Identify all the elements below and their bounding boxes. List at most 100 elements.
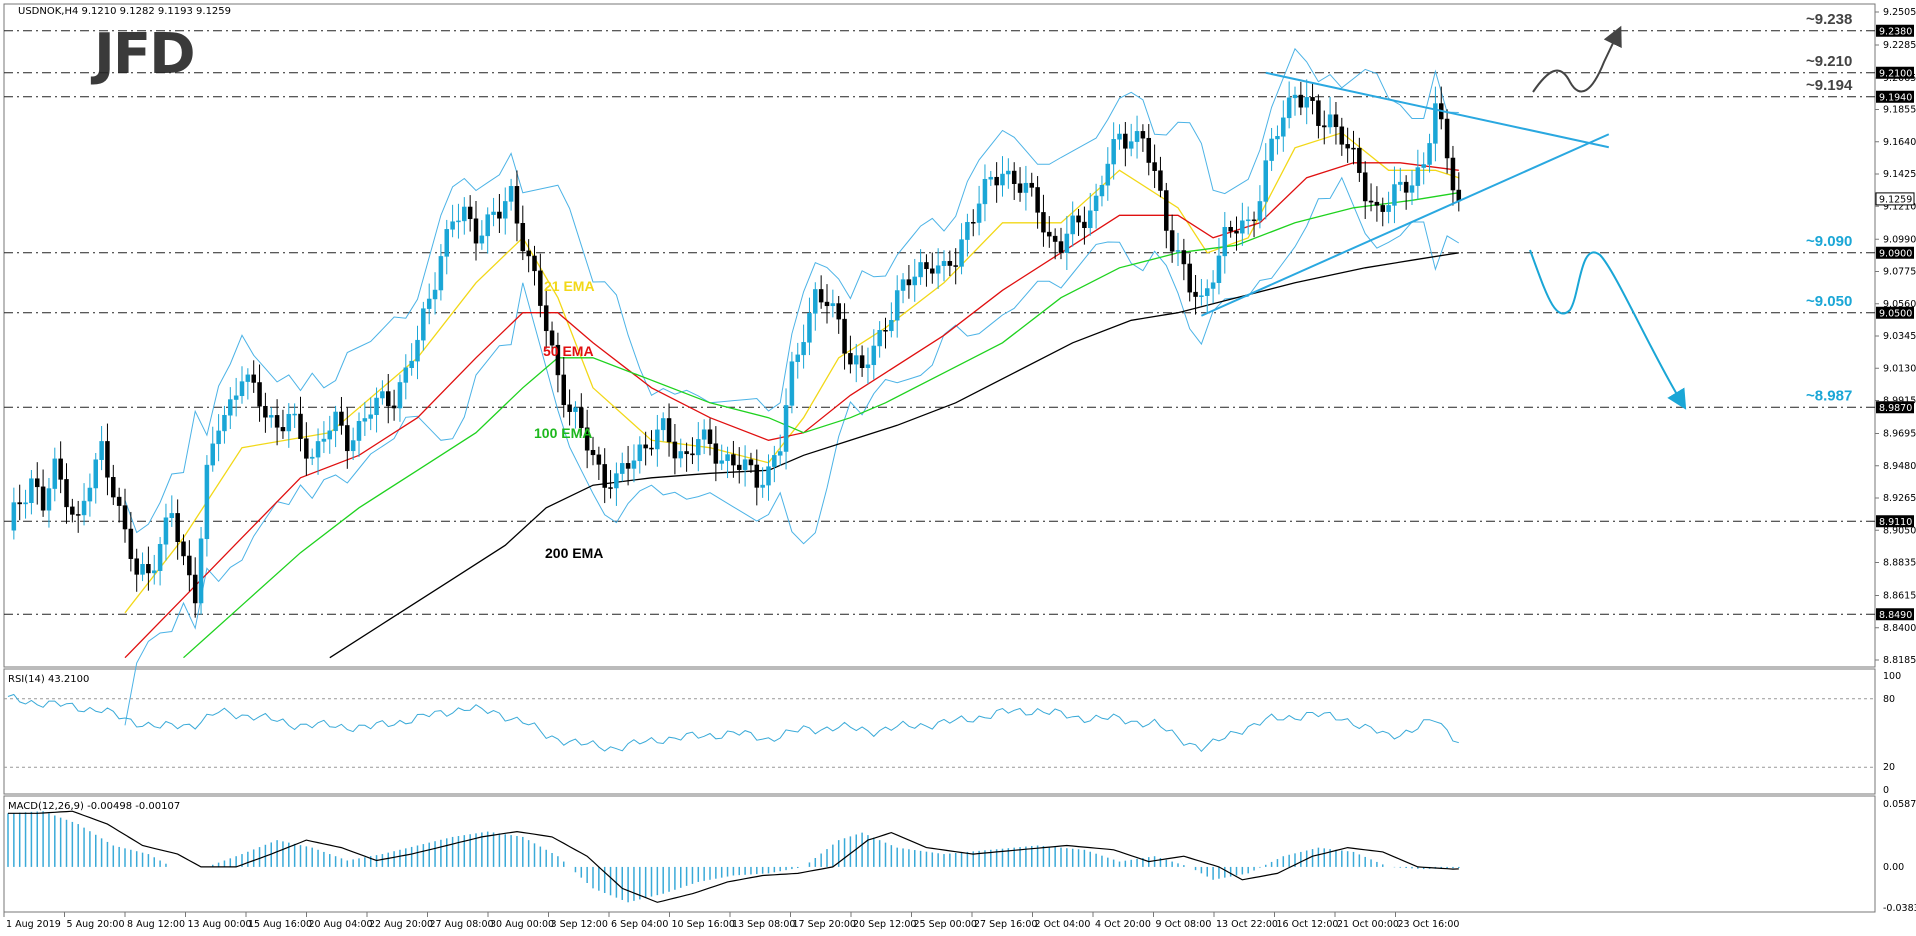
candle-body (883, 330, 888, 332)
candle-body (1398, 181, 1403, 185)
candle-body (543, 305, 549, 332)
candle-body (690, 453, 695, 456)
candle-body (1123, 133, 1128, 149)
candle-body (222, 414, 227, 432)
candle-body (216, 430, 221, 445)
candle-body (1433, 103, 1438, 144)
symbol-header: USDNOK,H4 9.1210 9.1282 9.1193 9.1259 (18, 6, 231, 17)
level-tag-bg (1876, 66, 1914, 79)
candle-body (584, 427, 590, 451)
candle-body (1093, 195, 1099, 211)
candle-body (274, 415, 280, 428)
candle-body (848, 353, 853, 365)
level-tag-value: 9.2380 (1879, 26, 1912, 37)
candle-body (1210, 282, 1216, 289)
level-lines: 9.2380 9.2100 9.1940 9.0900 9.0500 8.9870 8.91… (4, 24, 1915, 621)
level-label: ~9.050 (1806, 293, 1852, 310)
candle-body (871, 345, 877, 366)
candle-body (900, 279, 906, 291)
candle-body (842, 318, 847, 354)
candle-body (257, 382, 262, 407)
candle-body (1105, 163, 1111, 186)
level-tag-value: 8.8490 (1879, 610, 1912, 621)
candle-body (1052, 235, 1058, 242)
price-axis: 9.25059.22859.20659.18559.16409.14259.12… (1875, 7, 1916, 666)
candle-body (87, 487, 93, 502)
candle-body (719, 460, 724, 464)
candle-body (924, 262, 929, 270)
candle-body (514, 186, 520, 224)
candle-body (339, 411, 344, 426)
candle-body (228, 399, 233, 416)
candle-body (859, 355, 865, 369)
level-label: ~9.210 (1806, 53, 1852, 70)
candle-body (1450, 157, 1456, 191)
candle-body (315, 441, 321, 458)
candle-body (672, 441, 678, 459)
price-tick-label: 9.2505 (1883, 7, 1916, 18)
price-tick-label: 8.9480 (1883, 461, 1916, 472)
candle-body (40, 486, 46, 511)
level-tag-value: 9.1940 (1879, 92, 1912, 103)
candle-body (1374, 201, 1380, 206)
candle-body (666, 418, 672, 443)
macd-header: MACD(12,26,9) -0.00498 -0.00107 (8, 801, 180, 812)
candle-body (1064, 233, 1070, 253)
jfd-logo: JFD (90, 22, 194, 87)
candle-body (350, 440, 356, 452)
candle-body (1152, 162, 1157, 171)
candle-body (994, 176, 999, 186)
candle-body (1322, 125, 1327, 128)
candle-body (432, 289, 438, 300)
rsi-tick-label: 0 (1883, 785, 1889, 796)
time-tick-label: 27 Sep 16:00 (974, 919, 1037, 930)
candle-body (602, 464, 607, 488)
candle-body (1333, 114, 1339, 128)
candle-body (70, 506, 75, 515)
candle-body (152, 570, 157, 574)
candle-body (1281, 117, 1286, 137)
level-tag-bg (1876, 246, 1914, 259)
time-tick-label: 4 Oct 20:00 (1095, 919, 1151, 930)
time-tick-label: 27 Aug 08:00 (430, 919, 494, 930)
ema-label: 50 EMA (543, 343, 594, 359)
price-tick-label: 9.1855 (1883, 105, 1916, 116)
price-tick-label: 9.0560 (1883, 299, 1916, 310)
bollinger-upper (124, 47, 1459, 534)
scenario-arrows (1529, 25, 1687, 410)
candle-body (1392, 184, 1397, 206)
time-tick-label: 13 Aug 00:00 (188, 919, 252, 930)
candle-body (251, 374, 256, 383)
candle-body (1140, 131, 1146, 139)
candle-body (122, 505, 128, 530)
candle-body (263, 405, 268, 418)
price-tick-label: 8.9695 (1883, 429, 1916, 440)
time-tick-label: 9 Oct 08:00 (1156, 919, 1212, 930)
candle-body (1187, 263, 1192, 293)
candle-body (1304, 97, 1309, 108)
level-tag-bg (1876, 515, 1914, 528)
candle-body (590, 449, 596, 456)
candle-body (1017, 183, 1023, 193)
triangle-lower-line (1200, 133, 1610, 317)
time-tick-label: 10 Sep 16:00 (672, 919, 735, 930)
candle-body (789, 361, 795, 406)
candle-body (561, 374, 566, 406)
candle-body (1345, 144, 1350, 149)
time-tick-label: 2 Oct 04:00 (1035, 919, 1091, 930)
candle-body (818, 289, 824, 303)
candle-body (877, 330, 882, 347)
bullish-scenario-arrow (1532, 25, 1622, 93)
ema-line-200-ema (329, 252, 1459, 659)
candle-body (1000, 173, 1005, 186)
macd-tick-label: 0.05872 (1883, 799, 1916, 810)
price-tick-label: 8.8615 (1883, 591, 1916, 602)
candle-body (655, 429, 660, 450)
candle-body (204, 464, 210, 540)
candle-body (701, 429, 707, 440)
candle-body (333, 411, 338, 432)
level-tag-bg (1876, 608, 1914, 621)
candle-body (1216, 255, 1222, 283)
candle-body (391, 405, 397, 409)
time-tick-label: 25 Sep 00:00 (914, 919, 977, 930)
